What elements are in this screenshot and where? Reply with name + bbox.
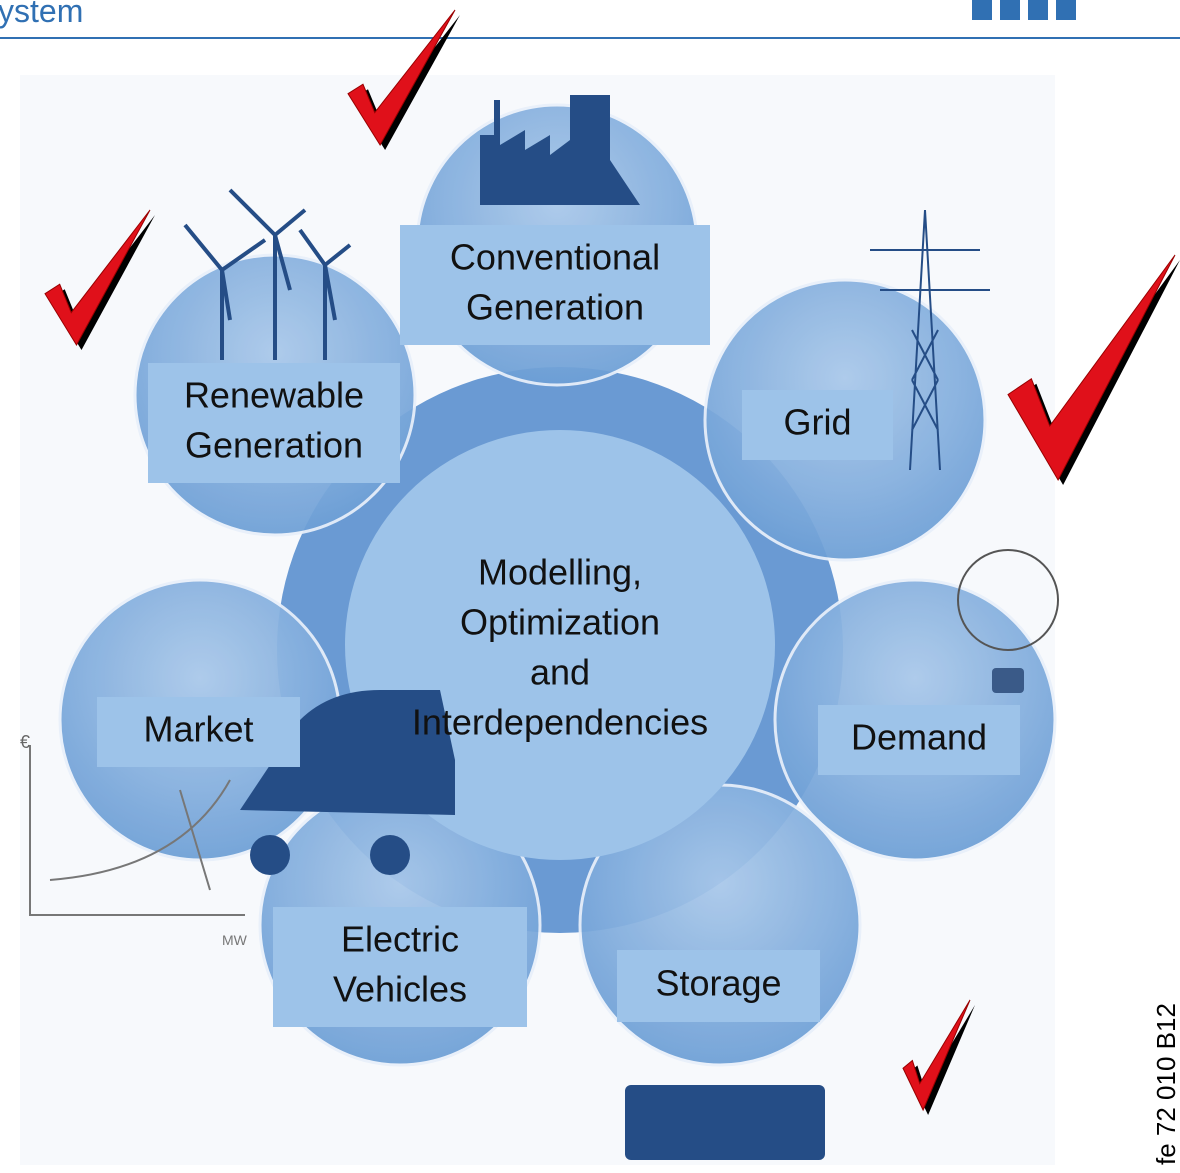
node-label: Generation bbox=[466, 287, 644, 328]
slide: ystem Conventional Generation Renewable Gen… bbox=[0, 0, 1180, 1173]
node-label: Conventional bbox=[450, 237, 660, 278]
node-label: Electric bbox=[341, 919, 459, 960]
side-code: fe 72 010 B12 bbox=[1151, 1003, 1180, 1165]
node-label: Grid bbox=[783, 402, 851, 443]
axis-label-x: MW bbox=[222, 932, 248, 948]
node-label: Market bbox=[143, 709, 253, 750]
node-label: Generation bbox=[185, 425, 363, 466]
node-label: Storage bbox=[655, 963, 781, 1004]
center-label: and bbox=[530, 652, 590, 693]
center-label: Modelling, bbox=[478, 552, 642, 593]
center-label: Interdependencies bbox=[412, 702, 708, 743]
axis-label-y: € bbox=[20, 732, 30, 752]
node-label: Renewable bbox=[184, 375, 364, 416]
node-label: Vehicles bbox=[333, 969, 467, 1010]
header-title: ystem bbox=[0, 0, 83, 29]
node-label: Demand bbox=[851, 717, 987, 758]
center-label: Optimization bbox=[460, 602, 660, 643]
